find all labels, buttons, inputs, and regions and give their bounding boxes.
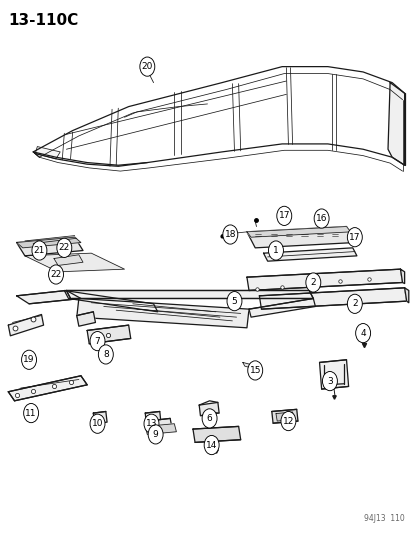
Polygon shape xyxy=(145,411,161,421)
Text: 15: 15 xyxy=(249,366,261,375)
Text: 17: 17 xyxy=(278,212,290,220)
Polygon shape xyxy=(17,237,81,248)
Polygon shape xyxy=(66,290,313,298)
Circle shape xyxy=(306,273,321,292)
Text: 19: 19 xyxy=(23,356,35,364)
Polygon shape xyxy=(17,290,81,304)
Circle shape xyxy=(49,265,63,284)
Polygon shape xyxy=(272,409,298,423)
Circle shape xyxy=(227,292,242,311)
Polygon shape xyxy=(276,412,294,421)
Text: 12: 12 xyxy=(283,417,294,425)
Text: 17: 17 xyxy=(349,233,361,241)
Text: 8: 8 xyxy=(103,350,109,359)
Text: 3: 3 xyxy=(327,377,333,385)
Polygon shape xyxy=(247,227,355,248)
Circle shape xyxy=(269,241,283,260)
Polygon shape xyxy=(264,248,357,261)
Circle shape xyxy=(202,409,217,428)
Circle shape xyxy=(148,425,163,444)
Circle shape xyxy=(90,414,105,433)
Circle shape xyxy=(322,372,337,391)
Circle shape xyxy=(281,411,296,431)
Polygon shape xyxy=(243,362,255,369)
Text: 9: 9 xyxy=(153,430,159,439)
Text: 2: 2 xyxy=(310,278,316,287)
Text: 22: 22 xyxy=(59,244,70,252)
Text: 7: 7 xyxy=(95,337,100,345)
Text: 13: 13 xyxy=(146,419,157,428)
Polygon shape xyxy=(54,255,83,265)
Circle shape xyxy=(22,350,37,369)
Polygon shape xyxy=(249,298,315,317)
Polygon shape xyxy=(259,288,407,309)
Text: 94J13  110: 94J13 110 xyxy=(364,514,405,523)
Polygon shape xyxy=(147,418,172,432)
Polygon shape xyxy=(193,426,241,442)
Circle shape xyxy=(277,206,292,225)
Text: 4: 4 xyxy=(360,329,366,337)
Text: 14: 14 xyxy=(206,441,217,449)
Polygon shape xyxy=(35,147,60,159)
Text: 21: 21 xyxy=(34,246,45,255)
Circle shape xyxy=(223,225,238,244)
Text: 18: 18 xyxy=(225,230,236,239)
Circle shape xyxy=(347,228,362,247)
Polygon shape xyxy=(25,253,124,272)
Circle shape xyxy=(24,403,39,423)
Text: 10: 10 xyxy=(92,419,103,428)
Circle shape xyxy=(140,57,155,76)
Polygon shape xyxy=(8,376,87,401)
Polygon shape xyxy=(93,411,107,424)
Text: 13-110C: 13-110C xyxy=(8,13,78,28)
Polygon shape xyxy=(247,269,403,290)
Text: 1: 1 xyxy=(273,246,279,255)
Polygon shape xyxy=(145,424,176,434)
Circle shape xyxy=(57,238,72,257)
Circle shape xyxy=(347,294,362,313)
Text: 20: 20 xyxy=(142,62,153,71)
Circle shape xyxy=(98,345,113,364)
Circle shape xyxy=(32,241,47,260)
Polygon shape xyxy=(77,312,95,326)
Polygon shape xyxy=(199,402,219,416)
Circle shape xyxy=(248,361,263,380)
Polygon shape xyxy=(320,360,349,389)
Text: 5: 5 xyxy=(232,297,237,305)
Text: 6: 6 xyxy=(207,414,212,423)
Polygon shape xyxy=(405,288,409,303)
Circle shape xyxy=(90,332,105,351)
Text: 22: 22 xyxy=(50,270,62,279)
Circle shape xyxy=(204,435,219,455)
Polygon shape xyxy=(87,325,131,344)
Polygon shape xyxy=(247,227,351,237)
Polygon shape xyxy=(8,314,44,336)
Polygon shape xyxy=(77,298,249,328)
Circle shape xyxy=(356,324,371,343)
Polygon shape xyxy=(400,269,405,284)
Polygon shape xyxy=(64,290,158,312)
Circle shape xyxy=(144,414,159,433)
Polygon shape xyxy=(17,237,83,256)
Text: 16: 16 xyxy=(316,214,327,223)
Polygon shape xyxy=(33,152,39,157)
Circle shape xyxy=(314,209,329,228)
Text: 2: 2 xyxy=(352,300,358,308)
Polygon shape xyxy=(388,83,405,165)
Text: 11: 11 xyxy=(25,409,37,417)
